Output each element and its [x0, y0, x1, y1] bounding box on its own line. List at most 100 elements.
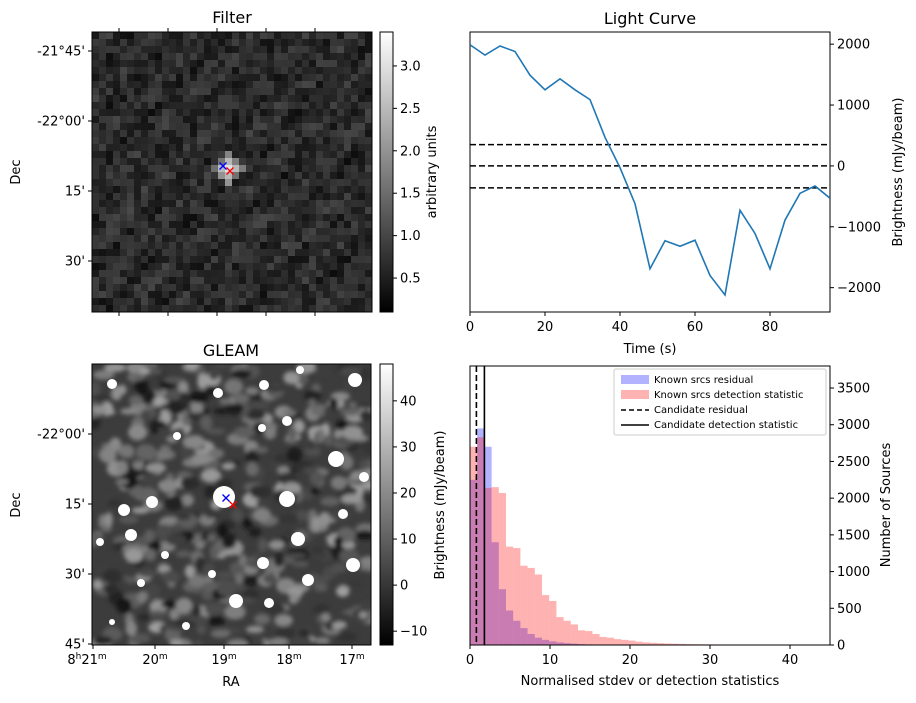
filter-pixel — [309, 249, 316, 256]
filter-pixel — [183, 305, 190, 312]
filter-pixel — [232, 305, 239, 312]
histogram-ytick-label: 1500 — [837, 528, 870, 543]
filter-pixel — [218, 291, 225, 298]
filter-pixel — [127, 67, 134, 74]
filter-pixel — [288, 235, 295, 242]
filter-pixel — [211, 242, 218, 249]
filter-pixel — [99, 263, 106, 270]
filter-pixel — [99, 60, 106, 67]
filter-pixel — [141, 277, 148, 284]
gleam-blob — [118, 445, 134, 458]
filter-pixel — [351, 165, 358, 172]
filter-pixel — [176, 277, 183, 284]
gleam-ylabel: Dec — [9, 492, 24, 517]
filter-pixel — [316, 291, 323, 298]
filter-pixel — [113, 284, 120, 291]
filter-pixel — [204, 39, 211, 46]
gleam-blob — [217, 582, 236, 597]
filter-pixel — [337, 88, 344, 95]
filter-pixel — [204, 193, 211, 200]
filter-pixel — [351, 214, 358, 221]
filter-pixel — [218, 172, 225, 179]
filter-pixel — [162, 186, 169, 193]
filter-pixel — [92, 123, 99, 130]
filter-pixel — [162, 305, 169, 312]
filter-pixel — [253, 116, 260, 123]
filter-pixel — [323, 158, 330, 165]
filter-pixel — [309, 102, 316, 109]
histogram-xtick-label: 10 — [542, 653, 559, 668]
filter-pixel — [267, 193, 274, 200]
filter-pixel — [113, 228, 120, 235]
filter-pixel — [232, 284, 239, 291]
filter-pixel — [281, 186, 288, 193]
gleam-blob — [359, 460, 368, 471]
filter-pixel — [162, 165, 169, 172]
filter-pixel — [197, 144, 204, 151]
filter-pixel — [358, 74, 365, 81]
filter-pixel — [232, 200, 239, 207]
filter-pixel — [253, 53, 260, 60]
filter-pixel — [190, 158, 197, 165]
filter-pixel — [267, 46, 274, 53]
filter-pixel — [274, 242, 281, 249]
filter-pixel — [365, 298, 372, 305]
filter-pixel — [260, 270, 267, 277]
filter-pixel — [351, 284, 358, 291]
histogram-bar-detection — [477, 437, 484, 645]
filter-pixel — [232, 298, 239, 305]
filter-pixel — [253, 235, 260, 242]
filter-pixel — [330, 109, 337, 116]
filter-pixel — [351, 53, 358, 60]
gleam-blob — [331, 476, 347, 489]
filter-pixel — [169, 123, 176, 130]
filter-pixel — [176, 221, 183, 228]
filter-pixel — [113, 81, 120, 88]
gleam-blob — [146, 464, 167, 473]
filter-pixel — [134, 151, 141, 158]
gleam-blob — [263, 573, 277, 584]
gleam-blob — [211, 629, 231, 638]
filter-pixel — [183, 60, 190, 67]
filter-pixel — [232, 32, 239, 39]
filter-pixel — [295, 116, 302, 123]
filter-pixel — [281, 298, 288, 305]
filter-pixel — [309, 172, 316, 179]
gleam-blob — [233, 394, 250, 404]
gleam-blob — [360, 366, 370, 381]
filter-pixel — [99, 249, 106, 256]
filter-pixel — [148, 277, 155, 284]
filter-pixel — [92, 235, 99, 242]
filter-pixel — [211, 270, 218, 277]
filter-pixel — [99, 172, 106, 179]
filter-pixel — [302, 186, 309, 193]
filter-pixel — [351, 60, 358, 67]
filter-pixel — [309, 81, 316, 88]
filter-pixel — [134, 53, 141, 60]
filter-pixel — [358, 235, 365, 242]
filter-pixel — [253, 144, 260, 151]
filter-pixel — [169, 158, 176, 165]
filter-pixel — [309, 228, 316, 235]
filter-pixel — [253, 123, 260, 130]
filter-pixel — [155, 235, 162, 242]
filter-pixel — [120, 186, 127, 193]
filter-pixel — [204, 81, 211, 88]
filter-pixel — [183, 67, 190, 74]
filter-pixel — [190, 284, 197, 291]
filter-pixel — [323, 291, 330, 298]
filter-pixel — [323, 102, 330, 109]
filter-pixel — [134, 67, 141, 74]
filter-pixel — [232, 291, 239, 298]
filter-pixel — [211, 249, 218, 256]
filter-pixel — [204, 130, 211, 137]
gleam-source — [328, 451, 344, 467]
light-curve-ytick-label: 1000 — [837, 99, 870, 114]
filter-pixel — [127, 81, 134, 88]
filter-pixel — [183, 158, 190, 165]
filter-pixel — [316, 39, 323, 46]
filter-pixel — [260, 200, 267, 207]
filter-pixel — [344, 200, 351, 207]
filter-pixel — [323, 39, 330, 46]
filter-pixel — [330, 158, 337, 165]
